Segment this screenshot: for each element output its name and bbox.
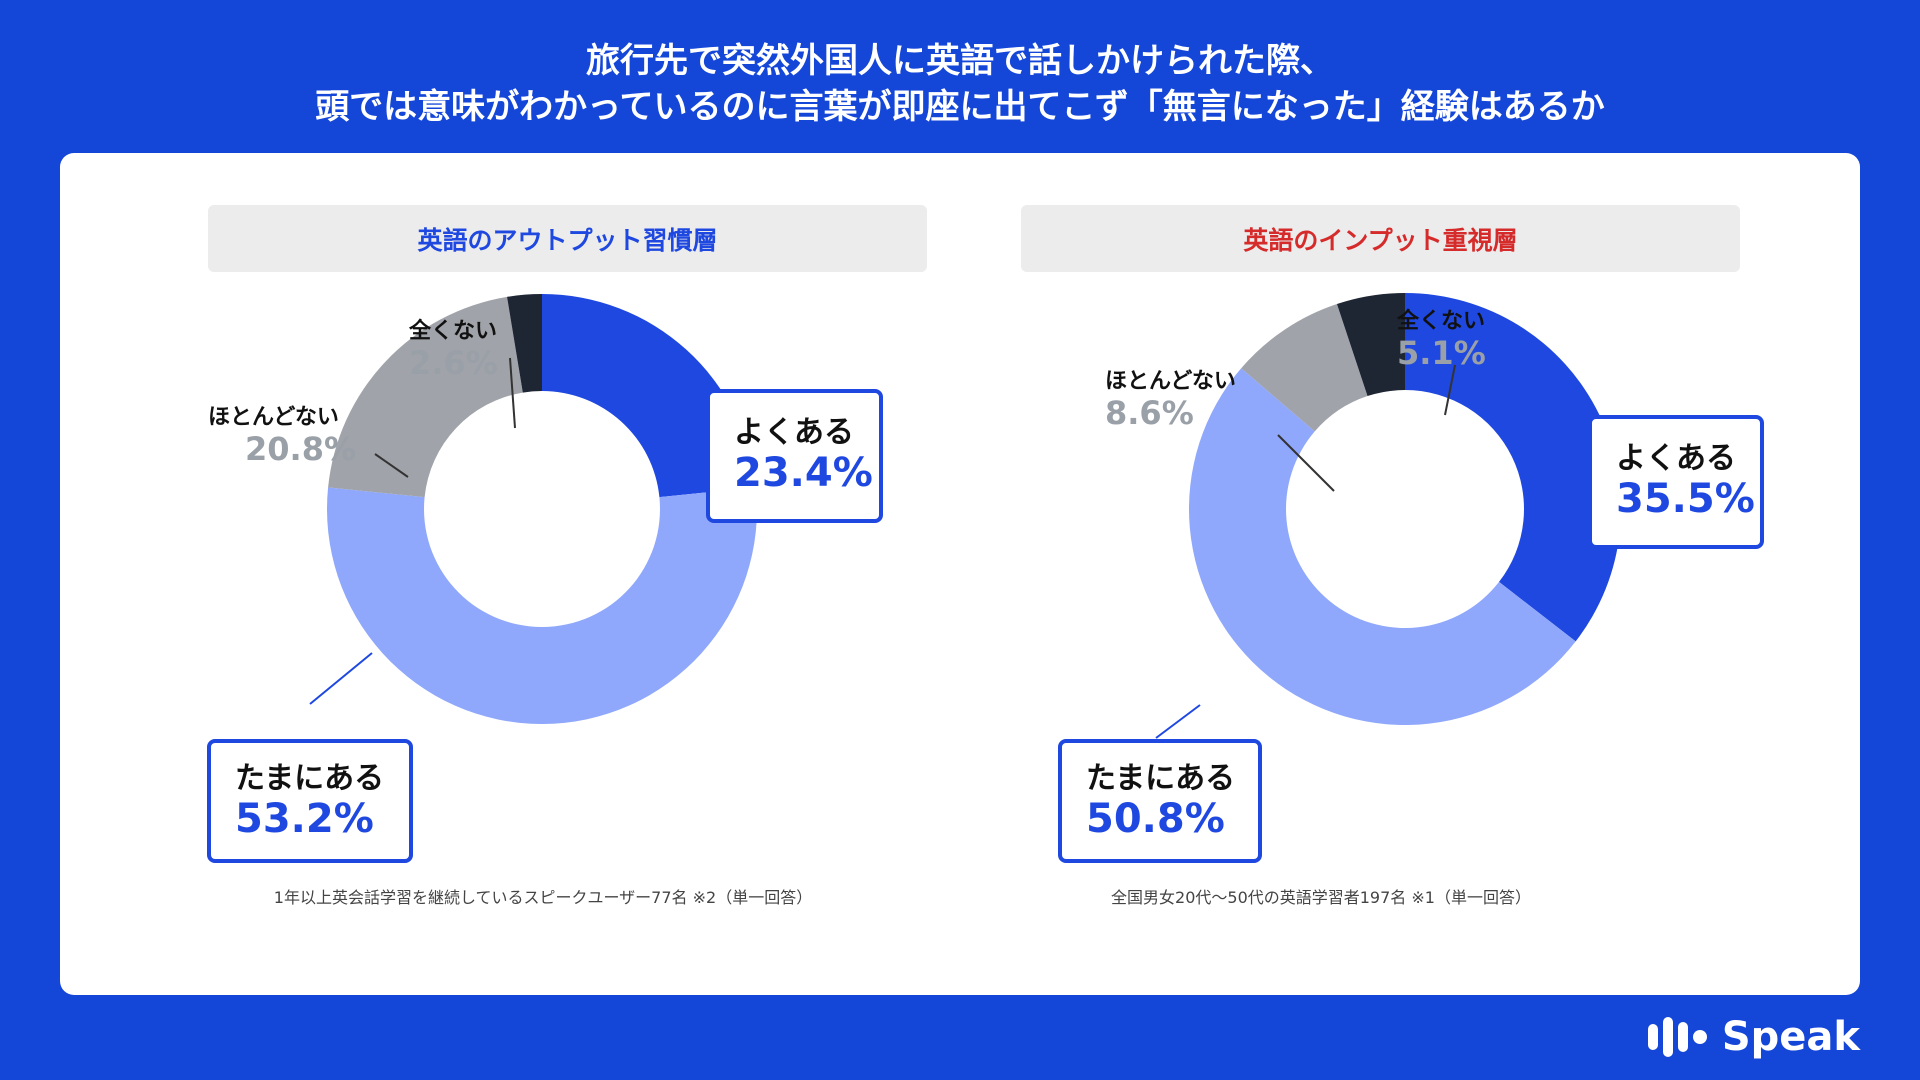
chart-1-note: 1年以上英会話学習を継続しているスピークユーザー77名 ※2（単一回答） [273, 888, 813, 907]
chart-1-never-value: 2.6% [409, 344, 498, 382]
chart-2-sometimes-callout: たまにある 50.8% [1058, 739, 1262, 863]
chart-1-rarely-value: 20.8% [245, 430, 357, 468]
speak-logo-icon [1647, 1017, 1712, 1057]
chart-2-title: 英語のインプット重視層 [1021, 205, 1740, 272]
page-title: 旅行先で突然外国人に英語で話しかけられた際、 頭では意味がわかっているのに言葉が… [0, 38, 1920, 130]
title-line-1: 旅行先で突然外国人に英語で話しかけられた際、 [586, 41, 1334, 81]
chart-1-rarely-label: ほとんどない [208, 405, 339, 430]
chart-1-slice-rarely [328, 296, 523, 498]
chart-1-never-label: 全くない [409, 319, 498, 344]
chart-2-often-value: 35.5% [1616, 476, 1755, 522]
donut-charts [309, 293, 1621, 739]
chart-2-rarely-value: 8.6% [1105, 394, 1194, 432]
chart-2-never-label: 全くない [1397, 309, 1486, 334]
chart-1-slice-never [507, 294, 542, 393]
chart-2-rarely-label: ほとんどない [1105, 369, 1236, 394]
chart-1-slice-often [542, 294, 756, 498]
chart-2-never-value: 5.1% [1397, 334, 1486, 372]
chart-1-often-label: よくある [734, 415, 854, 450]
chart-2-never-leader [1444, 364, 1456, 416]
chart-1-rarely-leader [374, 453, 409, 478]
chart-2-rarely-leader [1277, 434, 1335, 492]
chart-2-slice-sometimes [1188, 368, 1576, 726]
chart-1-sometimes-label: たまにある [235, 761, 385, 796]
chart-1-title: 英語のアウトプット習慣層 [208, 205, 927, 272]
chart-2-sometimes-value: 50.8% [1086, 796, 1225, 842]
chart-2-slice-rarely [1241, 303, 1368, 432]
chart-2-slice-often [1405, 293, 1621, 642]
chart-2-note: 全国男女20代〜50代の英語学習者197名 ※1（単一回答） [1111, 888, 1531, 907]
brand-logo: Speak [1647, 1012, 1860, 1062]
title-line-2: 頭では意味がわかっているのに言葉が即座に出てこず「無言になった」経験はあるか [315, 87, 1605, 127]
chart-panel: 英語のアウトプット習慣層 英語のインプット重視層 全くない 2.6% ほとんどな… [60, 153, 1860, 995]
chart-1-never-leader [509, 357, 516, 429]
chart-1-sometimes-callout: たまにある 53.2% [207, 739, 413, 863]
chart-2-sometimes-label: たまにある [1086, 761, 1236, 796]
chart-1-sometimes-value: 53.2% [235, 796, 374, 842]
chart-2-sometimes-leader [1155, 704, 1201, 739]
chart-1-slice-sometimes [327, 487, 757, 724]
brand-name: Speak [1721, 1014, 1860, 1060]
chart-2-often-label: よくある [1616, 441, 1736, 476]
chart-2-often-callout: よくある 35.5% [1588, 415, 1764, 549]
chart-1-sometimes-leader [309, 652, 373, 705]
chart-2-slice-never [1336, 293, 1405, 397]
chart-1-often-value: 23.4% [734, 450, 873, 496]
chart-1-often-callout: よくある 23.4% [706, 389, 883, 523]
